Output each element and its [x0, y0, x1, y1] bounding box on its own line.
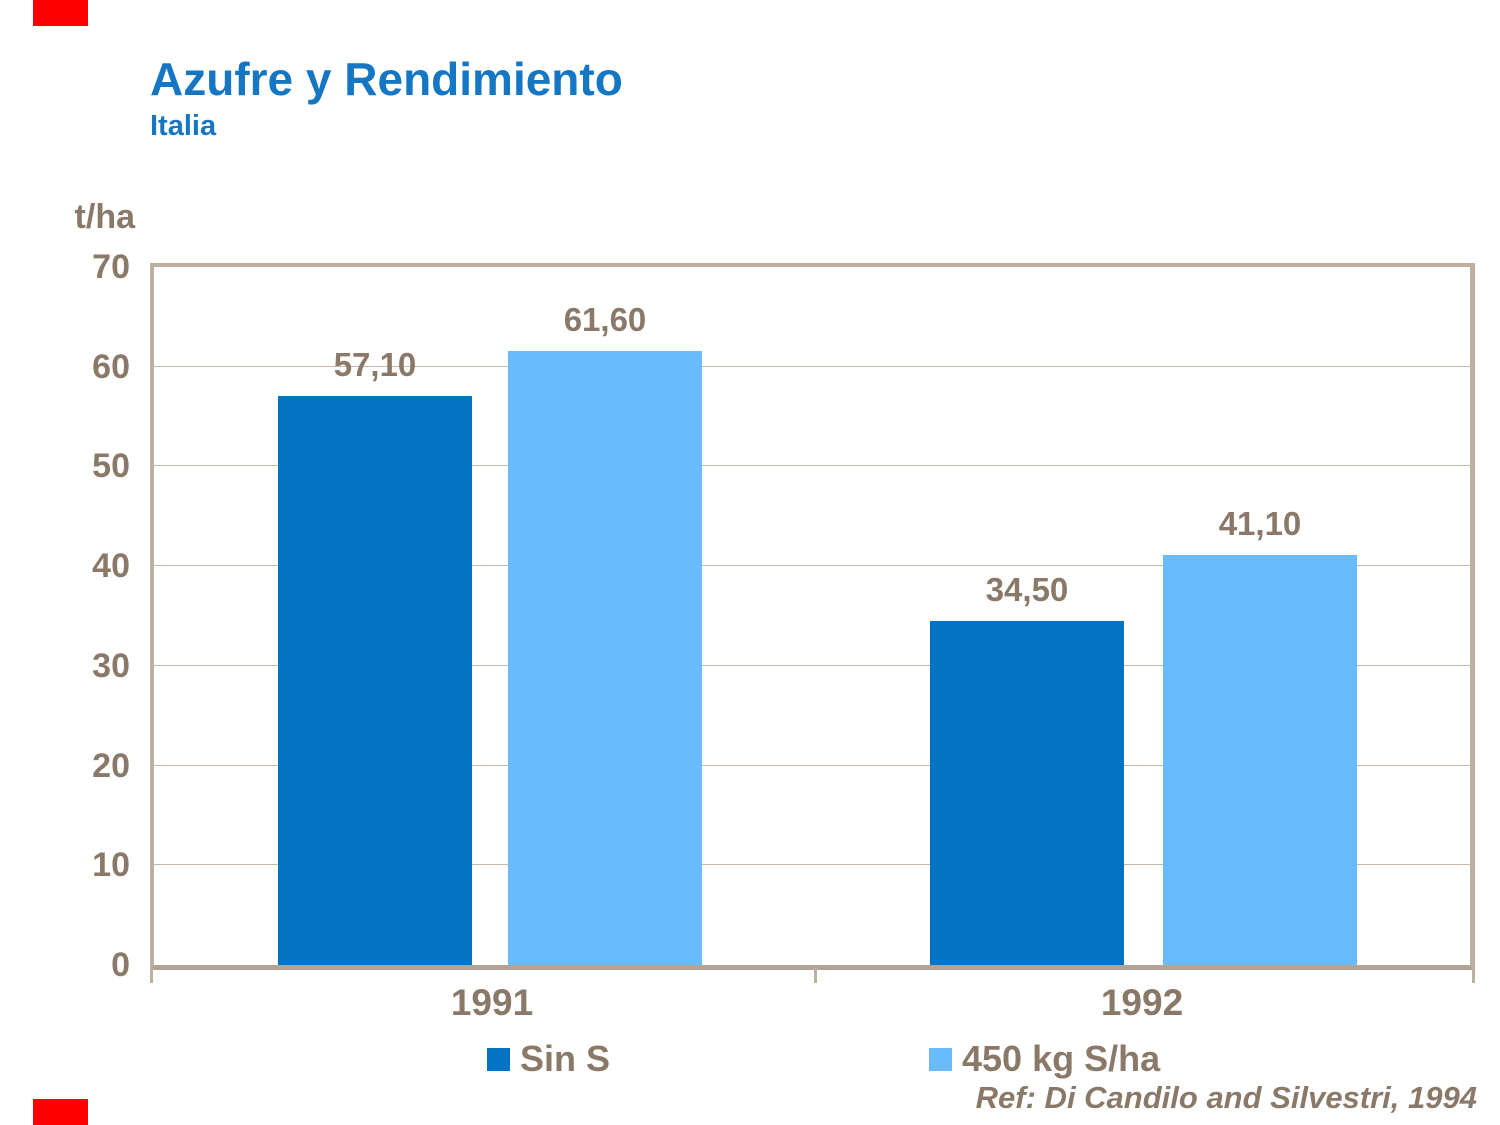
category-label-1992: 1992 [1100, 982, 1184, 1023]
plot-area: 57,10 34,50 61,60 41,10 [150, 263, 1475, 970]
legend-label-sin-s: Sin S [520, 1038, 611, 1079]
y-tick-label-0: 0 [111, 946, 130, 984]
bar-value-label-1992-sin-s: 34,50 [985, 571, 1069, 608]
legend-swatch-sin-s-icon [487, 1047, 510, 1071]
bar-sin-s-1991 [278, 396, 472, 965]
legend-item-sin-s: Sin S [487, 1038, 610, 1080]
reference-note: Ref: Di Candilo and Silvestri, 1994 [975, 1080, 1477, 1115]
x-axis-tick-1 [814, 968, 817, 983]
y-tick-label-40: 40 [92, 547, 130, 585]
bar-450-kg-s-ha-1992 [1163, 555, 1357, 965]
red-corner-mark-bottom [33, 1099, 88, 1125]
y-tick-label-60: 60 [92, 348, 130, 386]
gridline-50 [154, 465, 1470, 466]
x-axis-tick-0 [150, 968, 153, 983]
y-tick-label-50: 50 [92, 447, 130, 485]
bar-value-label-1991-sin-s: 57,10 [333, 346, 417, 383]
category-label-1991: 1991 [450, 982, 534, 1023]
bar-450-kg-s-ha-1991 [508, 351, 702, 965]
bar-sin-s-1992 [930, 621, 1124, 965]
y-axis-unit-label: t/ha [74, 198, 135, 236]
red-corner-mark-top [33, 0, 88, 26]
y-tick-label-30: 30 [92, 647, 130, 685]
bar-value-label-1992-450kg: 41,10 [1218, 505, 1302, 542]
x-axis-tick-2 [1472, 968, 1475, 983]
chart-subtitle: Italia [150, 110, 217, 142]
gridline-30 [154, 665, 1470, 666]
y-tick-label-20: 20 [92, 747, 130, 785]
y-tick-label-10: 10 [92, 846, 130, 884]
chart-title: Azufre y Rendimiento [150, 53, 623, 105]
bar-value-label-1991-450kg: 61,60 [563, 301, 647, 338]
legend-item-450kg: 450 kg S/ha [929, 1038, 1160, 1080]
gridline-40 [154, 565, 1470, 566]
y-tick-label-70: 70 [92, 248, 130, 286]
gridline-10 [154, 864, 1470, 865]
legend-swatch-450kg-icon [929, 1047, 952, 1071]
legend-label-450kg: 450 kg S/ha [962, 1038, 1161, 1079]
gridline-60 [154, 366, 1470, 367]
gridline-20 [154, 765, 1470, 766]
